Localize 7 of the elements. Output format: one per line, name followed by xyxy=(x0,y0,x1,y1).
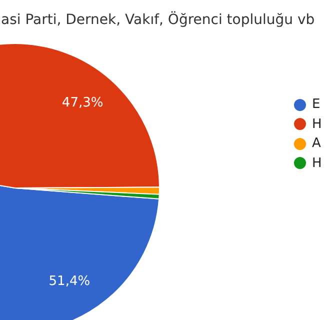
chart-title: asi Parti, Dernek, Vakıf, Öğrenci topluluğu vb xyxy=(1,12,315,28)
legend-label: H xyxy=(312,116,322,132)
legend-label: H xyxy=(312,156,322,171)
legend-label: A xyxy=(312,136,321,152)
data-label: 47,3% xyxy=(62,96,104,111)
data-label: 51,4% xyxy=(48,274,90,290)
legend-label: E xyxy=(312,97,320,112)
